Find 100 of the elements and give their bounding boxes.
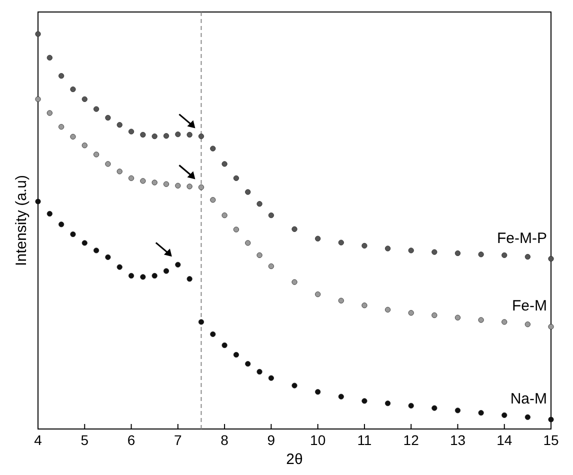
point [163, 133, 170, 139]
point [524, 414, 530, 420]
point [268, 263, 274, 270]
point [93, 152, 100, 158]
point [210, 331, 216, 337]
point [548, 324, 554, 330]
point [163, 268, 170, 274]
series-label: Fe-M [512, 298, 547, 315]
x-tick-label: 15 [543, 432, 559, 448]
point [128, 175, 134, 181]
point [233, 226, 240, 232]
point [105, 114, 111, 121]
point [245, 240, 251, 246]
point [128, 272, 134, 279]
point [46, 110, 52, 116]
point [292, 226, 298, 232]
point [175, 262, 181, 268]
point [362, 302, 368, 308]
series-label: Na-M [510, 390, 547, 408]
point [175, 182, 181, 188]
point [478, 317, 484, 323]
point [58, 124, 64, 130]
point [198, 319, 204, 325]
point [82, 96, 88, 102]
point [82, 240, 88, 246]
point [478, 410, 484, 416]
point [256, 252, 262, 258]
point [233, 175, 240, 181]
series-label: Fe-M-P [497, 230, 547, 247]
point [292, 279, 298, 285]
point [245, 189, 251, 195]
x-tick-label: 6 [127, 432, 136, 448]
point [524, 322, 530, 328]
point [222, 161, 228, 167]
point [256, 201, 262, 207]
point [93, 248, 100, 254]
point [116, 168, 122, 174]
x-tick-label: 14 [496, 432, 512, 448]
point [524, 254, 530, 260]
point [152, 272, 158, 279]
point [362, 398, 368, 404]
point [152, 134, 158, 140]
point [70, 231, 76, 238]
point [105, 254, 111, 260]
point [58, 73, 64, 79]
point [46, 54, 52, 60]
point [315, 292, 321, 298]
point [478, 252, 484, 258]
point [548, 256, 554, 262]
x-tick-label: 5 [80, 432, 89, 448]
y-axis-title: Intensity (a.u) [13, 175, 30, 266]
point [152, 180, 158, 186]
point [268, 375, 274, 381]
point [210, 146, 216, 152]
point [116, 264, 122, 270]
point [315, 389, 321, 395]
point [315, 236, 321, 242]
point [268, 212, 274, 218]
point [338, 240, 344, 246]
x-tick-label: 10 [310, 432, 326, 448]
point [432, 405, 438, 411]
point [140, 132, 146, 138]
point [35, 198, 41, 204]
point [105, 161, 111, 167]
point [82, 142, 88, 148]
point [70, 134, 76, 140]
point [548, 416, 554, 422]
point [502, 319, 508, 325]
point [70, 86, 76, 92]
point [432, 312, 438, 318]
point [186, 132, 192, 138]
point [58, 222, 64, 228]
point [163, 181, 170, 187]
point [432, 249, 438, 255]
point [46, 210, 52, 217]
point [222, 342, 228, 348]
x-tick-label: 9 [267, 432, 276, 448]
point [140, 178, 146, 184]
point [292, 382, 298, 388]
x-tick-label: 13 [450, 432, 466, 448]
point [210, 197, 216, 203]
point [256, 368, 262, 375]
point [198, 134, 204, 140]
point [175, 132, 181, 138]
x-tick-label: 7 [174, 432, 182, 448]
point [93, 106, 100, 112]
point [384, 246, 391, 252]
point [186, 184, 192, 190]
point [384, 306, 391, 313]
point [116, 122, 122, 128]
point [454, 250, 461, 256]
point [128, 128, 134, 134]
point [384, 400, 391, 406]
x-tick-label: 12 [403, 432, 420, 448]
point [35, 31, 41, 37]
point [338, 394, 344, 400]
point [245, 361, 251, 367]
point [408, 248, 414, 254]
point [233, 352, 240, 358]
point [198, 184, 204, 190]
